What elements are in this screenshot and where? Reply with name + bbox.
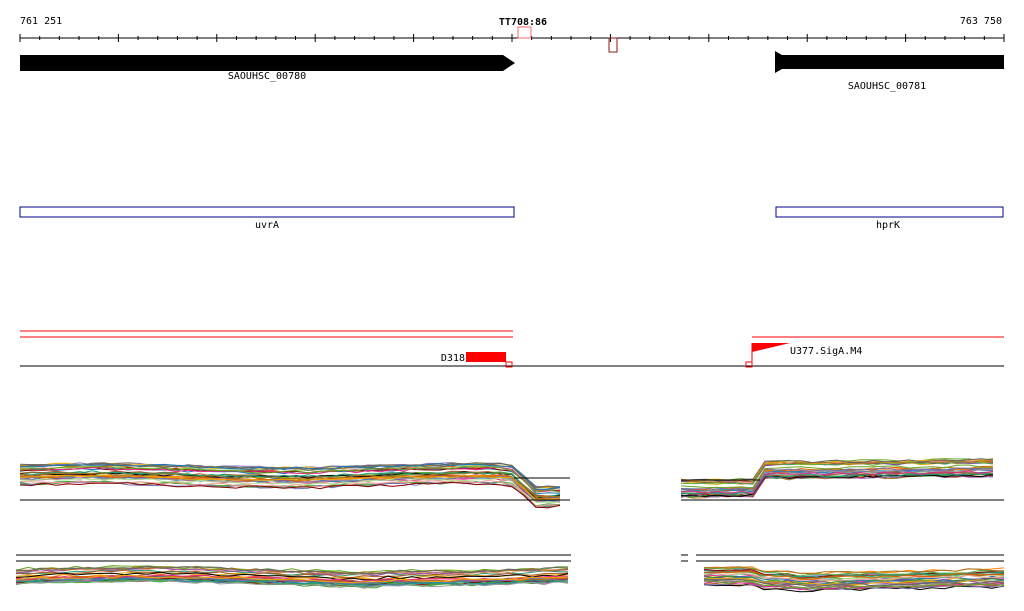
expression-line (703, 573, 1005, 582)
expression-line (19, 472, 561, 498)
expression-line (680, 467, 993, 490)
expression-line (703, 570, 1005, 581)
expression-line (19, 474, 561, 501)
expression-line (680, 459, 994, 484)
expression-line (15, 578, 569, 586)
expression-line (703, 576, 1005, 586)
gene-name-track: uvrA hprK (19, 206, 1004, 231)
expression-line (680, 470, 994, 495)
gene-name-label: hprK (876, 220, 900, 231)
expression-line (19, 466, 560, 493)
expression-line (703, 572, 1005, 582)
gene-box-hprK[interactable] (775, 206, 1004, 218)
expression-line (703, 580, 1005, 590)
expression-line (703, 566, 1005, 575)
expression-line (15, 571, 569, 581)
gene-arrow-SAOUHSC_00781[interactable] (775, 51, 1004, 73)
expression-lines (15, 565, 1005, 593)
expression-line (15, 574, 569, 584)
expression-line (15, 565, 569, 575)
expression-line (19, 466, 561, 493)
gene-arrow-SAOUHSC_00780[interactable] (20, 55, 515, 71)
gene-box-uvrA[interactable] (19, 206, 515, 218)
expression-line (19, 463, 561, 491)
gene-label: SAOUHSC_00780 (228, 71, 306, 82)
marker-tick-box[interactable] (608, 37, 618, 53)
expression-line (15, 568, 569, 577)
ruler-ticks (19, 34, 1005, 42)
feature-block-D318[interactable] (466, 352, 506, 362)
feature-label: D318 (441, 353, 465, 364)
expression-line (19, 474, 561, 501)
expression-track-1 (19, 458, 1004, 509)
expression-line (703, 575, 1005, 585)
ruler-marker-label: TT708:86 (499, 17, 547, 28)
feature-anchor (745, 361, 753, 368)
expression-track-2 (15, 554, 1005, 593)
marker-box[interactable] (517, 26, 532, 39)
expression-lines (19, 458, 994, 509)
feature-label: U377.SigA.M4 (790, 346, 862, 357)
expression-line (19, 466, 561, 493)
expression-line (680, 473, 994, 495)
expression-line (680, 473, 994, 497)
ruler-start-label: 761 251 (20, 16, 62, 27)
gene-label: SAOUHSC_00781 (848, 81, 926, 92)
expression-line (703, 578, 1005, 588)
feature-anchor (505, 361, 513, 368)
feature-track: D318 U377.SigA.M4 (20, 330, 1004, 368)
expression-line (703, 567, 1005, 577)
expression-line (15, 576, 569, 585)
expression-line (19, 477, 560, 503)
expression-line (680, 464, 994, 489)
coordinate-ruler: 761 251 763 750 TT708:86 (19, 16, 1005, 53)
expression-line (15, 565, 569, 574)
expression-line (19, 481, 561, 509)
promoter-flag-U377[interactable] (752, 343, 790, 352)
gene-name-label: uvrA (255, 220, 279, 231)
gene-track: SAOUHSC_00780 SAOUHSC_00781 (20, 51, 1004, 92)
expression-line (680, 461, 994, 485)
expression-line (15, 579, 569, 589)
ruler-end-label: 763 750 (960, 16, 1002, 27)
